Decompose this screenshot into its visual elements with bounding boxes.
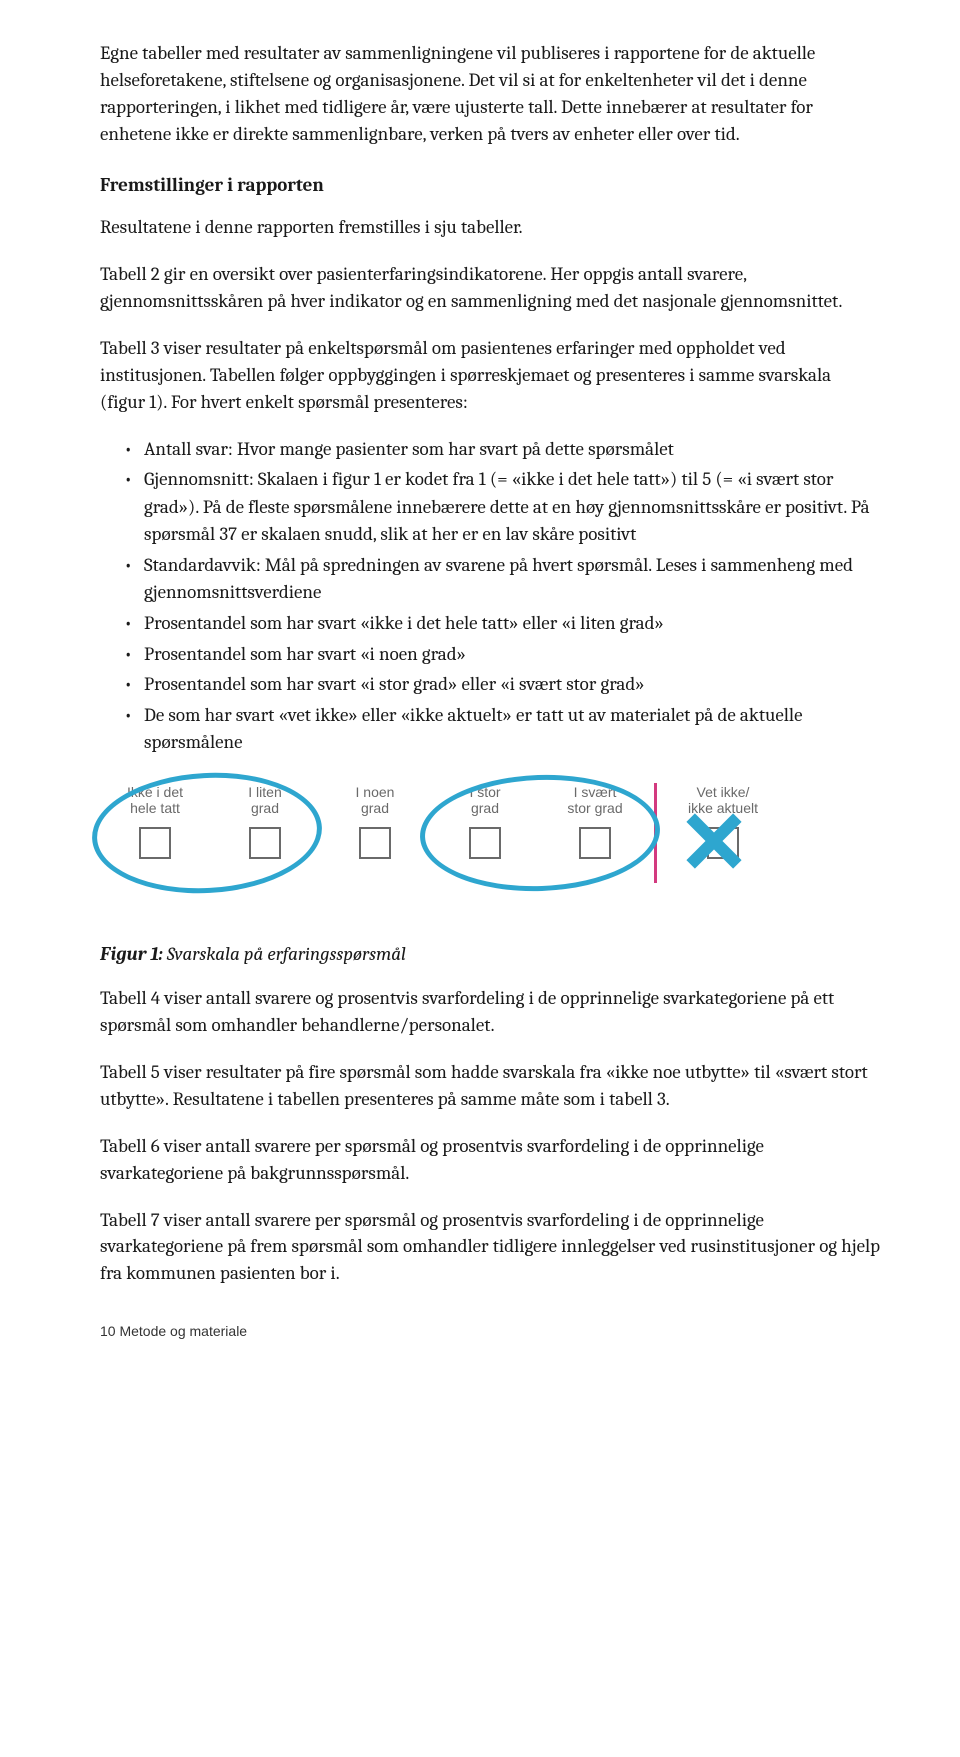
list-item: Prosentandel som har svart «ikke i det h…: [124, 610, 880, 638]
scale-label: I storgrad: [469, 783, 500, 817]
page-footer: 10 Metode og materiale: [100, 1323, 880, 1339]
paragraph-results-intro: Resultatene i denne rapporten fremstille…: [100, 214, 880, 241]
list-item: Prosentandel som har svart «i noen grad»: [124, 641, 880, 669]
figure-caption-label: Figur 1:: [100, 943, 163, 965]
list-item: Standardavvik: Mål på spredningen av sva…: [124, 552, 880, 607]
figure-1: Ikke i dethele tatt I litengrad I noengr…: [100, 783, 880, 923]
list-item: Prosentandel som har svart «i stor grad»…: [124, 671, 880, 699]
scale-label: I noengrad: [356, 783, 395, 817]
paragraph-table7: Tabell 7 viser antall svarere per spørsm…: [100, 1207, 880, 1288]
figure-caption-text: Svarskala på erfaringsspørsmål: [163, 943, 406, 965]
checkbox-icon: [359, 827, 391, 859]
scale-label: I litengrad: [248, 783, 281, 817]
paragraph-table4: Tabell 4 viser antall svarere og prosent…: [100, 985, 880, 1039]
paragraph-table3: Tabell 3 viser resultater på enkeltspørs…: [100, 335, 880, 416]
section-heading: Fremstillinger i rapporten: [100, 174, 880, 196]
paragraph-intro: Egne tabeller med resultater av sammenli…: [100, 40, 880, 148]
checkbox-icon: [469, 827, 501, 859]
paragraph-table5: Tabell 5 viser resultater på fire spørsm…: [100, 1059, 880, 1113]
scale-option: I storgrad: [430, 783, 540, 859]
bullet-list: Antall svar: Hvor mange pasienter som ha…: [100, 436, 880, 757]
scale-option: I litengrad: [210, 783, 320, 859]
list-item: Gjennomsnitt: Skalaen i figur 1 er kodet…: [124, 466, 880, 549]
figure-caption: Figur 1: Svarskala på erfaringsspørsmål: [100, 943, 880, 965]
page: Egne tabeller med resultater av sammenli…: [0, 0, 960, 1757]
scale-label: I sværtstor grad: [567, 783, 622, 817]
scale-option: Ikke i dethele tatt: [100, 783, 210, 859]
scale-label: Ikke i dethele tatt: [127, 783, 183, 817]
checkbox-icon: [579, 827, 611, 859]
list-item: Antall svar: Hvor mange pasienter som ha…: [124, 436, 880, 464]
scale-option: I noengrad: [320, 783, 430, 859]
scale-row: Ikke i dethele tatt I litengrad I noengr…: [100, 783, 880, 923]
paragraph-table6: Tabell 6 viser antall svarere per spørsm…: [100, 1133, 880, 1187]
separator-line-icon: [654, 783, 657, 883]
checkbox-icon: [249, 827, 281, 859]
paragraph-table2: Tabell 2 gir en oversikt over pasienterf…: [100, 261, 880, 315]
cross-out-icon: [684, 811, 744, 871]
checkbox-icon: [139, 827, 171, 859]
scale-option: I sværtstor grad: [540, 783, 650, 859]
list-item: De som har svart «vet ikke» eller «ikke …: [124, 702, 880, 757]
